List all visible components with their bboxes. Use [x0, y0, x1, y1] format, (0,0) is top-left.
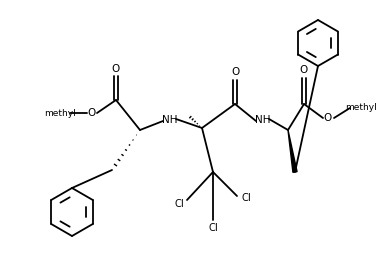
Text: NH: NH	[255, 115, 271, 125]
Text: Cl: Cl	[208, 223, 218, 233]
Text: O: O	[88, 108, 96, 118]
Text: Cl: Cl	[174, 199, 184, 209]
Text: O: O	[231, 67, 239, 77]
Text: methyl: methyl	[44, 109, 76, 117]
Text: Cl: Cl	[241, 193, 251, 203]
Text: O: O	[324, 113, 332, 123]
Text: NH: NH	[162, 115, 178, 125]
Text: methyl: methyl	[345, 103, 377, 113]
Text: O: O	[112, 64, 120, 74]
Text: O: O	[300, 65, 308, 75]
Polygon shape	[288, 130, 297, 172]
